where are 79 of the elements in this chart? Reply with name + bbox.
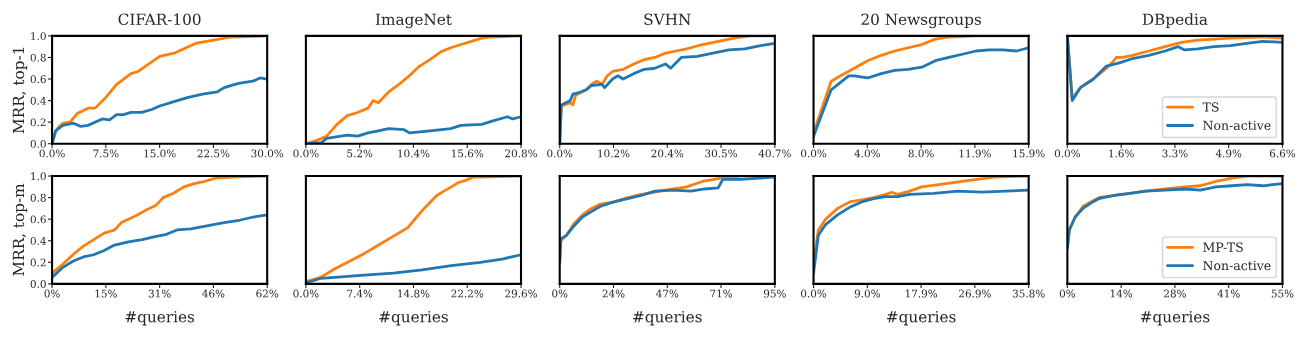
legend-label: TS xyxy=(1202,102,1219,112)
chart-title: CIFAR-100 xyxy=(118,13,201,26)
x-tick-label: 4.9% xyxy=(1215,149,1242,158)
x-tick-label: 1.6% xyxy=(1109,149,1134,158)
x-tick-label: 11.9% xyxy=(959,149,991,158)
legend-label: MP-TS xyxy=(1203,242,1243,252)
x-tick-label: 31% xyxy=(148,289,171,298)
x-tick-label: 0% xyxy=(552,289,568,298)
x-tick-label: 0% xyxy=(44,289,60,298)
chart-title: DBpedia xyxy=(1142,13,1208,28)
x-tick-label: 24% xyxy=(602,289,625,298)
x-tick-label: 28% xyxy=(1164,289,1186,298)
x-tick-label: 41% xyxy=(1217,289,1240,298)
y-tick-label: 0.6 xyxy=(30,75,46,84)
y-tick-label: 0.0 xyxy=(30,280,46,288)
x-tick-label: 46% xyxy=(202,289,225,298)
legend-label: Non-active xyxy=(1203,120,1271,131)
chart-title: 20 Newsgroups xyxy=(861,13,981,29)
x-tick-label: 0.0% xyxy=(1054,149,1081,158)
x-tick-label: 0.0% xyxy=(293,289,319,298)
line-series xyxy=(52,213,268,279)
y-tick-label: 0.4 xyxy=(30,96,46,105)
x-tick-label: 22.2% xyxy=(451,289,484,298)
x-tick-label: 55% xyxy=(1271,289,1294,298)
x-axis-title: #queries xyxy=(379,310,448,326)
x-tick-label: 22.5% xyxy=(197,149,230,158)
chart-title: ImageNet xyxy=(375,13,452,29)
x-tick-label: 40.7% xyxy=(758,149,791,158)
x-tick-label: 0.0% xyxy=(293,149,319,158)
x-tick-label: 10.4% xyxy=(398,149,430,158)
y-axis-title: MRR, top-1 xyxy=(12,47,28,134)
x-tick-label: 35.8% xyxy=(1012,289,1045,298)
x-tick-label: 17.9% xyxy=(905,289,938,298)
x-tick-label: 0.0% xyxy=(39,149,65,158)
y-tick-label: 1.0 xyxy=(31,32,46,41)
x-tick-label: 26.9% xyxy=(959,289,991,298)
x-tick-label: 30.0% xyxy=(251,149,284,158)
x-tick-label: 95% xyxy=(763,289,786,298)
x-tick-label: 7.4% xyxy=(347,289,373,298)
x-tick-label: 30.5% xyxy=(705,149,738,158)
x-tick-label: 0.0% xyxy=(801,289,827,298)
x-tick-label: 15.6% xyxy=(451,149,484,158)
x-axis-title: #queries xyxy=(887,310,956,326)
legend-label: Non-active xyxy=(1203,260,1271,271)
y-tick-label: 0.2 xyxy=(30,118,46,127)
x-tick-label: 47% xyxy=(656,289,679,298)
y-tick-label: 1.0 xyxy=(31,172,46,181)
y-tick-label: 0.8 xyxy=(30,193,46,202)
x-tick-label: 62% xyxy=(256,289,279,298)
x-tick-label: 20.4% xyxy=(651,149,684,158)
y-tick-label: 0.8 xyxy=(30,53,46,62)
x-axis-title: #queries xyxy=(1140,310,1210,326)
x-tick-label: 7.5% xyxy=(93,149,119,158)
x-tick-label: 9.0% xyxy=(854,289,880,298)
x-tick-label: 29.6% xyxy=(505,289,537,298)
x-tick-label: 15.0% xyxy=(144,149,176,158)
x-tick-label: 15.9% xyxy=(1013,149,1045,158)
y-tick-label: 0.2 xyxy=(30,258,46,267)
x-tick-label: 14.8% xyxy=(398,289,430,298)
x-tick-label: 10.2% xyxy=(598,149,630,158)
chart-title: SVHN xyxy=(644,13,691,26)
x-tick-label: 71% xyxy=(710,289,733,298)
y-tick-label: 0.6 xyxy=(30,215,46,224)
x-tick-label: 0% xyxy=(1059,289,1076,298)
y-axis-title: MRR, top-m xyxy=(12,183,28,276)
x-tick-label: 0.0% xyxy=(801,149,827,158)
x-axis-title: #queries xyxy=(125,310,195,326)
x-tick-label: 6.6% xyxy=(1269,149,1296,158)
x-tick-label: 3.3% xyxy=(1162,149,1188,158)
x-tick-label: 8.0% xyxy=(908,149,934,158)
x-tick-label: 14% xyxy=(1110,289,1133,298)
x-axis-title: #queries xyxy=(633,310,702,326)
x-tick-label: 20.8% xyxy=(505,149,537,158)
y-tick-label: 0.0 xyxy=(30,139,46,148)
x-tick-label: 4.0% xyxy=(854,149,880,158)
x-tick-label: 15% xyxy=(95,289,117,298)
y-tick-label: 0.4 xyxy=(30,236,46,245)
x-tick-label: 5.2% xyxy=(347,149,373,158)
x-tick-label: 0.0% xyxy=(547,149,573,158)
